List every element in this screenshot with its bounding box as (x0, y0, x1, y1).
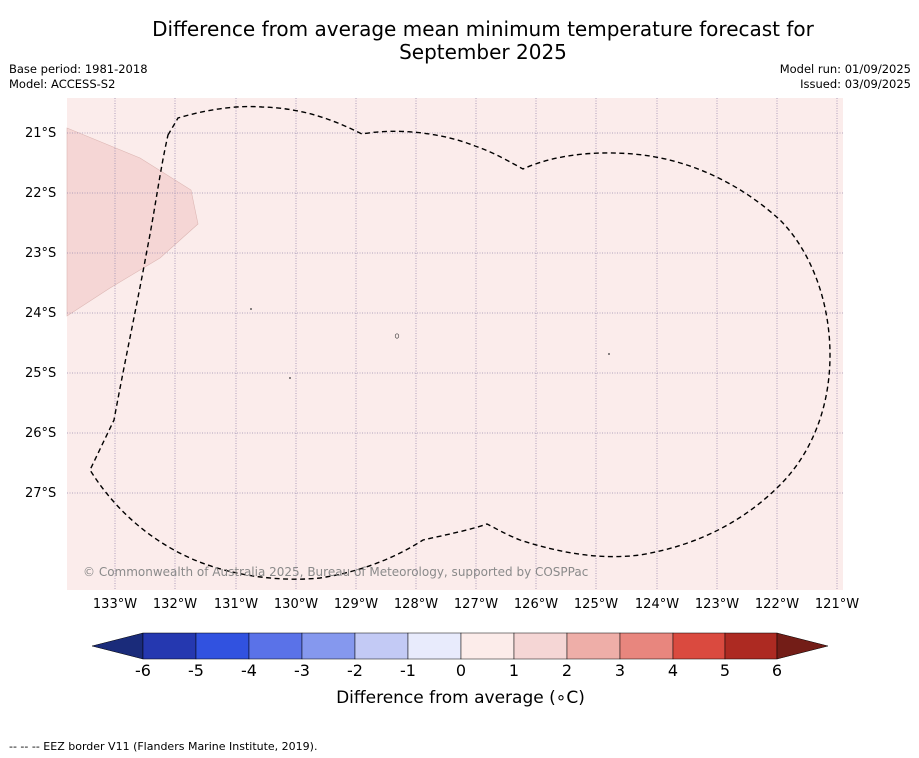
lat-label: 25°S (25, 366, 57, 381)
colorbar-tick: 5 (719, 661, 731, 680)
map-title: Difference from average mean minimum tem… (0, 18, 919, 64)
colorbar-segment (248, 632, 303, 660)
colorbar-segment (460, 632, 515, 660)
metadata-left: Base period: 1981-2018 Model: ACCESS-S2 (9, 62, 148, 92)
colorbar-tick: -1 (400, 661, 416, 680)
metadata-right: Model run: 01/09/2025 Issued: 03/09/2025 (780, 62, 911, 92)
colorbar-tick: 3 (614, 661, 626, 680)
colorbar-segment (407, 632, 462, 660)
lon-label: 131°W (213, 597, 259, 612)
colorbar-segment (301, 632, 356, 660)
lon-label: 132°W (152, 597, 198, 612)
colorbar-extend-high (776, 632, 829, 660)
copyright-notice: © Commonwealth of Australia 2025, Bureau… (83, 565, 589, 579)
colorbar-segment (195, 632, 250, 660)
colorbar-tick: 4 (667, 661, 679, 680)
eez-border (89, 105, 831, 580)
colorbar-tick: -4 (241, 661, 257, 680)
colorbar-tick: -3 (294, 661, 310, 680)
issued-date: Issued: 03/09/2025 (800, 77, 911, 91)
colorbar-segment (672, 632, 726, 660)
colorbar-extend-low (91, 632, 144, 660)
lat-label: 22°S (25, 186, 57, 201)
colorbar-segment (354, 632, 409, 660)
colorbar-segment (724, 632, 778, 660)
colorbar-tick: 1 (508, 661, 520, 680)
lat-label: 24°S (25, 306, 57, 321)
lat-label: 21°S (25, 126, 57, 141)
colorbar-segment (513, 632, 568, 660)
island-marker (250, 308, 252, 310)
lon-label: 133°W (92, 597, 138, 612)
lat-label: 27°S (25, 486, 57, 501)
colorbar-tick: -2 (347, 661, 363, 680)
longitude-gridlines (114, 98, 838, 590)
title-line-2: September 2025 (399, 40, 567, 64)
colorbar-segment (142, 632, 197, 660)
island-marker (608, 353, 610, 355)
colorbar-tick: -5 (188, 661, 204, 680)
lon-label: 125°W (573, 597, 619, 612)
colorbar-tick: 2 (561, 661, 573, 680)
colorbar (91, 632, 829, 660)
colorbar-title-unit: ∘C) (555, 688, 585, 708)
lon-label: 126°W (513, 597, 559, 612)
lon-label: 130°W (273, 597, 319, 612)
eez-legend-note: -- -- -- EEZ border V11 (Flanders Marine… (9, 740, 318, 753)
lon-label: 122°W (754, 597, 800, 612)
anomaly-region-1-2 (66, 127, 199, 317)
lat-label: 23°S (25, 246, 57, 261)
map-panel (67, 98, 843, 590)
island-marker (289, 377, 291, 379)
lon-label: 129°W (333, 597, 379, 612)
colorbar-segment (566, 632, 621, 660)
colorbar-tick: 6 (771, 661, 783, 680)
base-period: Base period: 1981-2018 (9, 62, 148, 76)
title-line-1: Difference from average mean minimum tem… (152, 17, 814, 41)
colorbar-segment (619, 632, 674, 660)
latitude-gridlines (67, 132, 843, 494)
colorbar-title-text: Difference from average ( (336, 688, 556, 708)
colorbar-tick: 0 (455, 661, 467, 680)
lat-label: 26°S (25, 426, 57, 441)
model-name: Model: ACCESS-S2 (9, 77, 116, 91)
lon-label: 123°W (694, 597, 740, 612)
colorbar-title: Difference from average (∘C) (0, 688, 919, 708)
lon-label: 127°W (453, 597, 499, 612)
island-marker (394, 333, 400, 339)
model-run: Model run: 01/09/2025 (779, 62, 911, 76)
lon-label: 121°W (814, 597, 860, 612)
lon-label: 124°W (634, 597, 680, 612)
lon-label: 128°W (393, 597, 439, 612)
colorbar-tick: -6 (135, 661, 151, 680)
